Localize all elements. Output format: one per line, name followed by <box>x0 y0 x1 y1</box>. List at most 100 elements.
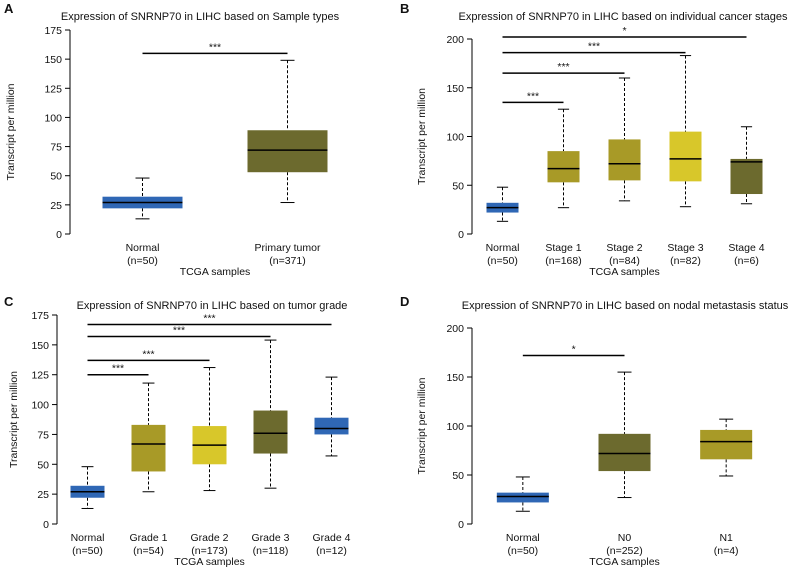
panel-letter: D <box>400 294 409 309</box>
box-grade-3 <box>253 339 288 489</box>
y-tick-label: 100 <box>446 421 464 433</box>
panel-b: B Expression of SNRNP70 in LIHC based on … <box>400 1 788 278</box>
x-sample-count: (n=4) <box>714 545 739 557</box>
x-sample-count: (n=12) <box>316 545 347 557</box>
x-tick-label: Grade 1 <box>130 532 168 544</box>
y-tick-label: 200 <box>446 34 464 46</box>
y-tick-label: 0 <box>458 229 464 241</box>
y-tick-label: 0 <box>56 229 62 241</box>
panel-a: A Expression of SNRNP70 in LIHC based on … <box>4 1 340 278</box>
panel-letter: C <box>4 294 14 309</box>
chart-title: Expression of SNRNP70 in LIHC based on S… <box>61 11 340 23</box>
iqr-box <box>700 429 753 460</box>
chart-title: Expression of SNRNP70 in LIHC based on i… <box>459 11 788 23</box>
y-tick-label: 25 <box>50 200 62 212</box>
y-tick-label: 150 <box>44 54 62 66</box>
x-sample-count: (n=173) <box>191 545 227 557</box>
x-sample-count: (n=50) <box>72 545 103 557</box>
y-tick-label: 175 <box>44 25 62 37</box>
iqr-box <box>247 130 328 173</box>
box-normal <box>102 177 183 220</box>
significance-label: * <box>622 25 626 37</box>
box-normal <box>496 476 549 512</box>
significance-label: *** <box>203 313 215 325</box>
iqr-box <box>598 433 651 472</box>
box-stage-4 <box>730 126 763 205</box>
significance-label: *** <box>142 348 154 360</box>
box-primary-tumor <box>247 59 328 204</box>
y-tick-label: 100 <box>31 400 49 412</box>
x-sample-count: (n=84) <box>609 255 640 267</box>
x-tick-label: Normal <box>126 242 160 254</box>
panel-d: D Expression of SNRNP70 in LIHC based on … <box>400 294 789 567</box>
y-tick-label: 100 <box>446 132 464 144</box>
x-sample-count: (n=118) <box>253 545 289 557</box>
y-tick-label: 150 <box>31 340 49 352</box>
x-axis-title: TCGA samples <box>589 266 660 278</box>
y-tick-label: 50 <box>50 171 62 183</box>
y-tick-label: 150 <box>446 83 464 95</box>
y-tick-label: 150 <box>446 372 464 384</box>
y-tick-label: 25 <box>37 489 49 501</box>
y-tick-label: 0 <box>43 519 49 531</box>
box-normal <box>70 466 105 509</box>
iqr-box <box>253 410 288 454</box>
iqr-box <box>669 131 702 182</box>
iqr-box <box>131 424 166 472</box>
x-tick-label: Grade 2 <box>191 532 229 544</box>
x-tick-label: Normal <box>71 532 105 544</box>
x-tick-label: Stage 1 <box>545 242 581 254</box>
x-sample-count: (n=168) <box>545 255 581 267</box>
y-tick-label: 50 <box>452 180 464 192</box>
chart-title: Expression of SNRNP70 in LIHC based on n… <box>462 300 789 312</box>
iqr-box <box>547 151 580 183</box>
box-n0 <box>598 371 651 499</box>
x-sample-count: (n=50) <box>127 255 158 267</box>
y-tick-label: 50 <box>452 470 464 482</box>
x-sample-count: (n=6) <box>734 255 759 267</box>
box-normal <box>486 186 519 222</box>
y-axis-title: Transcript per million <box>416 377 428 474</box>
significance-label: *** <box>112 363 124 375</box>
box-stage-3 <box>669 55 702 208</box>
y-tick-label: 125 <box>31 370 49 382</box>
x-tick-label: Normal <box>506 532 540 544</box>
significance-label: *** <box>588 41 600 53</box>
y-tick-label: 200 <box>446 323 464 335</box>
box-grade-1 <box>131 382 166 493</box>
y-tick-label: 125 <box>44 83 62 95</box>
x-tick-label: Grade 3 <box>252 532 290 544</box>
x-tick-label: Normal <box>486 242 520 254</box>
y-tick-label: 0 <box>458 519 464 531</box>
box-n1 <box>700 418 753 477</box>
box-stage-2 <box>608 77 641 202</box>
iqr-box <box>314 417 349 435</box>
chart-title: Expression of SNRNP70 in LIHC based on t… <box>77 300 348 312</box>
x-tick-label: N1 <box>719 532 733 544</box>
x-sample-count: (n=50) <box>508 545 539 557</box>
significance-label: *** <box>173 324 185 336</box>
significance-label: *** <box>209 41 221 53</box>
y-tick-label: 75 <box>37 429 49 441</box>
box-grade-2 <box>192 367 227 492</box>
x-axis-title: TCGA samples <box>180 266 251 278</box>
iqr-box <box>496 492 549 503</box>
x-tick-label: Grade 4 <box>313 532 351 544</box>
significance-label: *** <box>557 61 569 73</box>
x-sample-count: (n=50) <box>487 255 518 267</box>
box-stage-1 <box>547 108 580 209</box>
y-axis-title: Transcript per million <box>8 371 20 468</box>
panel-letter: A <box>4 1 14 16</box>
y-axis-title: Transcript per million <box>5 83 17 180</box>
y-tick-label: 50 <box>37 459 49 471</box>
y-tick-label: 100 <box>44 112 62 124</box>
significance-label: * <box>572 343 576 355</box>
x-tick-label: Stage 4 <box>728 242 764 254</box>
x-tick-label: Stage 3 <box>667 242 703 254</box>
y-tick-label: 75 <box>50 142 62 154</box>
x-axis-title: TCGA samples <box>589 556 660 567</box>
x-sample-count: (n=82) <box>670 255 701 267</box>
x-sample-count: (n=54) <box>133 545 164 557</box>
iqr-box <box>608 139 641 181</box>
x-sample-count: (n=371) <box>269 255 305 267</box>
